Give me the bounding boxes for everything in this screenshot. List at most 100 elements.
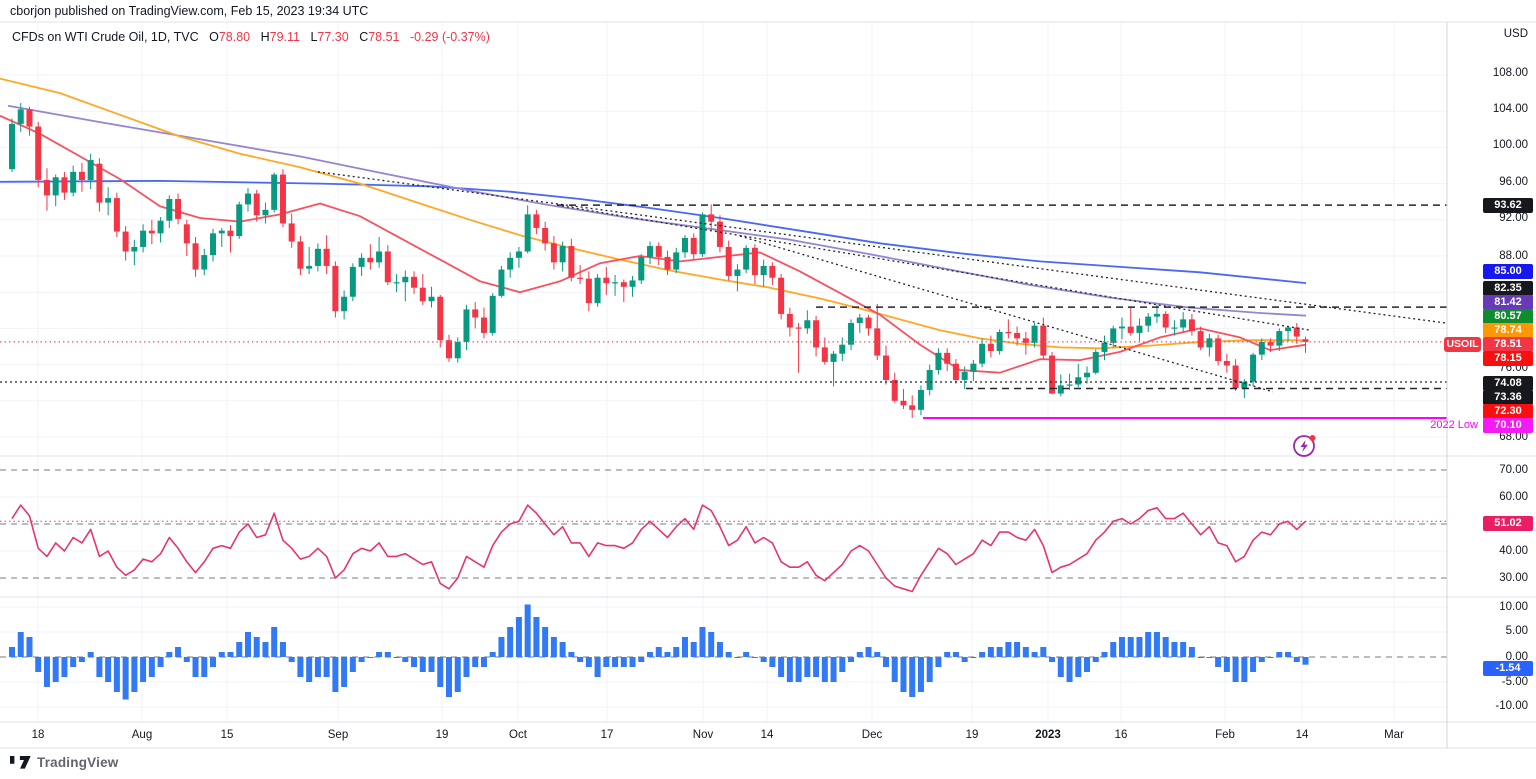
candle xyxy=(909,405,916,410)
macd-bar xyxy=(140,657,147,682)
candle xyxy=(210,233,217,256)
candle xyxy=(970,363,977,372)
macd-bar xyxy=(944,652,951,657)
x-tick-label: Dec xyxy=(861,729,883,741)
candle xyxy=(848,322,855,345)
x-tick-label: 18 xyxy=(31,729,45,741)
candle xyxy=(708,214,715,222)
macd-bar xyxy=(848,657,855,662)
candle xyxy=(891,379,898,401)
candle xyxy=(821,347,828,362)
macd-bar xyxy=(1127,637,1134,657)
macd-bar xyxy=(236,642,243,657)
macd-bar xyxy=(1171,642,1178,657)
candle xyxy=(297,241,304,269)
candle xyxy=(778,277,785,314)
high-value: 79.11 xyxy=(269,30,300,44)
chart-legend[interactable]: CFDs on WTI Crude Oil, 1D, TVC O78.80 H7… xyxy=(12,30,490,44)
macd-bar xyxy=(804,657,811,677)
macd-bar xyxy=(603,657,610,667)
macd-bar xyxy=(489,652,496,657)
macd-bar xyxy=(218,652,225,657)
price-badge: 74.08 xyxy=(1483,376,1533,391)
candle xyxy=(437,296,444,341)
x-tick-label: Sep xyxy=(327,729,349,741)
axis-label: 5.00 xyxy=(1505,625,1528,637)
candle xyxy=(550,243,557,263)
axis-label: 40.00 xyxy=(1499,545,1528,557)
macd-bar xyxy=(926,657,933,682)
price-badge: 85.00 xyxy=(1483,264,1533,279)
macd-bar xyxy=(1005,642,1012,657)
low-value: 77.30 xyxy=(317,30,349,44)
macd-bar xyxy=(594,657,601,677)
candle xyxy=(1302,339,1309,342)
candle xyxy=(804,320,811,329)
macd-bar xyxy=(157,657,164,667)
macd-bar xyxy=(402,657,409,662)
macd-bar xyxy=(227,652,234,657)
candle xyxy=(577,277,584,279)
macd-bar xyxy=(393,657,400,658)
x-tick-label: 19 xyxy=(435,729,449,741)
x-tick-label: 16 xyxy=(1114,729,1128,741)
macd-bar xyxy=(821,657,828,682)
candle xyxy=(568,246,575,278)
zap-idea-icon[interactable] xyxy=(1291,431,1319,464)
candle xyxy=(629,280,636,287)
candle xyxy=(1049,355,1056,394)
macd-bar xyxy=(323,657,330,677)
macd-bar xyxy=(253,637,260,657)
macd-bar xyxy=(96,657,103,677)
macd-bar xyxy=(192,657,199,677)
x-tick-label: Feb xyxy=(1215,729,1235,741)
candle xyxy=(1092,351,1099,373)
candle xyxy=(1005,332,1012,334)
macd-bar xyxy=(778,657,785,677)
candle xyxy=(17,109,24,124)
macd-bar xyxy=(1285,652,1292,657)
trendline-highs-b xyxy=(556,204,1311,331)
candle xyxy=(926,370,933,390)
candle xyxy=(52,177,59,196)
price-badge: 70.10 xyxy=(1483,418,1533,433)
price-badge: 78.15 xyxy=(1483,351,1533,366)
x-tick-label: Oct xyxy=(509,729,527,741)
price-badge: 80.57 xyxy=(1483,309,1533,324)
candle xyxy=(446,340,452,359)
candle xyxy=(244,193,251,205)
symbol-title[interactable]: CFDs on WTI Crude Oil, 1D, TVC xyxy=(12,30,199,44)
axis-label: 10.00 xyxy=(1499,601,1528,613)
tradingview-logo[interactable]: TradingView xyxy=(10,755,118,770)
macd-bar xyxy=(664,652,671,657)
candle xyxy=(961,371,968,380)
candle xyxy=(323,248,330,266)
macd-bar xyxy=(1267,657,1274,658)
macd-bar xyxy=(716,642,723,657)
candle xyxy=(760,265,767,276)
rsi-line xyxy=(11,504,1307,593)
candle xyxy=(140,230,147,247)
axis-label: 96.00 xyxy=(1499,176,1528,188)
candle xyxy=(813,320,820,348)
candle xyxy=(498,269,505,296)
candle xyxy=(480,317,487,333)
x-tick-label: Mar xyxy=(1384,729,1404,741)
macd-bar xyxy=(1293,657,1300,662)
candle xyxy=(9,123,15,170)
macd-bar xyxy=(306,657,313,682)
candle xyxy=(585,278,592,304)
candle xyxy=(218,230,225,234)
candle xyxy=(690,237,697,255)
x-tick-label: 2023 xyxy=(1035,729,1061,741)
candle xyxy=(664,256,671,270)
candle xyxy=(1118,326,1125,329)
price-badge: 78.74 xyxy=(1483,323,1533,338)
macd-bar xyxy=(498,637,505,657)
macd-bar xyxy=(786,657,793,682)
macd-bar xyxy=(122,657,129,700)
macd-bar xyxy=(515,617,522,657)
candle xyxy=(830,353,837,362)
macd-bar xyxy=(612,657,619,667)
